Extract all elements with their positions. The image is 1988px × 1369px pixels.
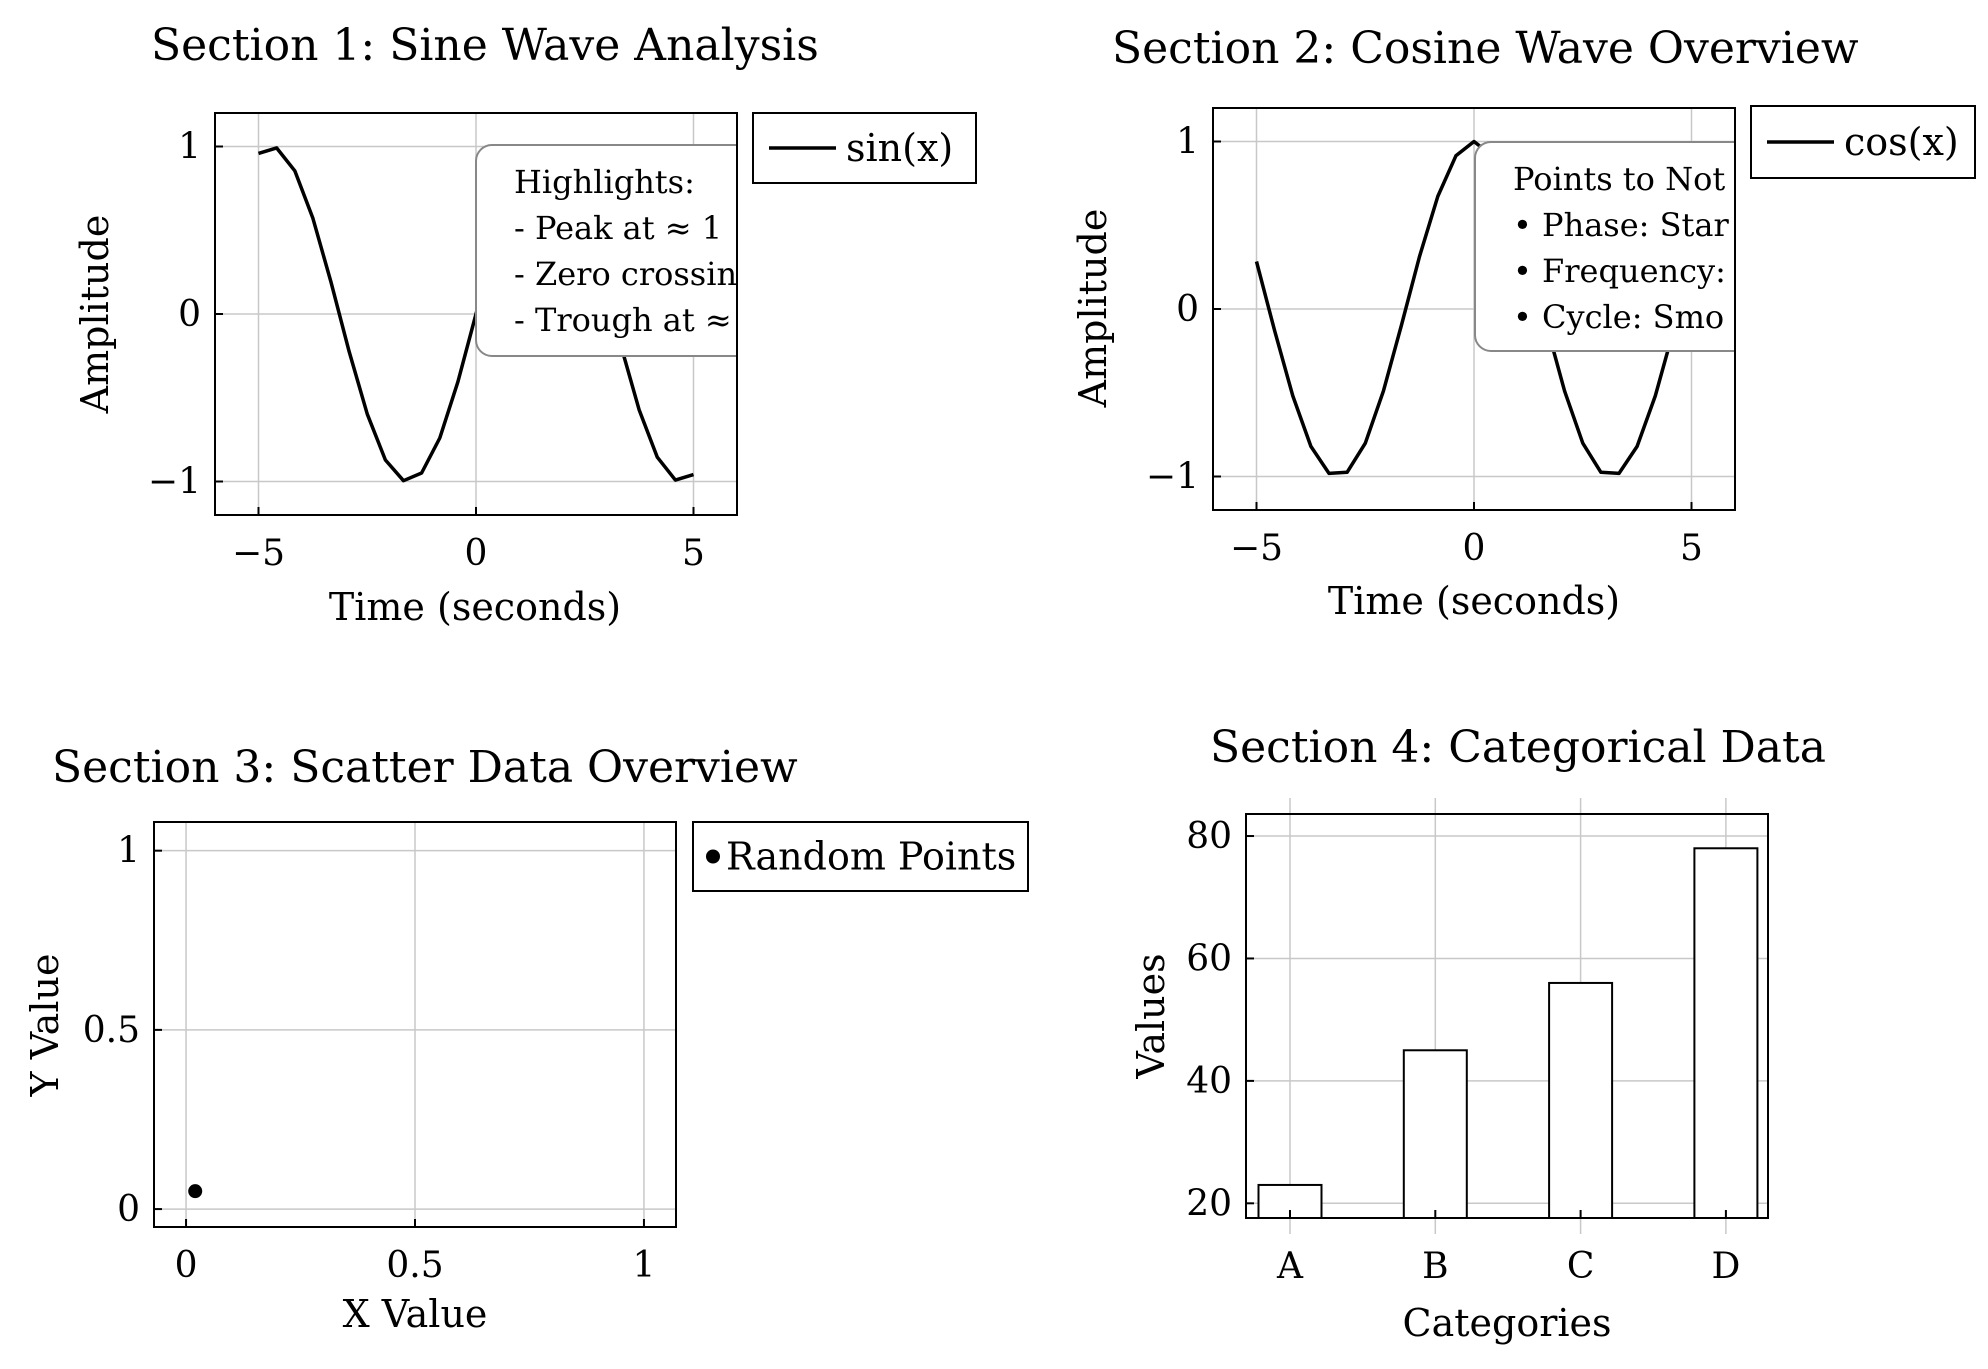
x-tick-label: B (1422, 1246, 1448, 1287)
annotation-box: Highlights: - Peak at ≈ 1 - Zero crossin - … (475, 144, 737, 357)
plot-frame (214, 112, 738, 516)
chart-title: Section 2: Cosine Wave Overview (1112, 23, 1859, 74)
y-tick-label: 80 (1186, 816, 1232, 857)
y-tick-label: 0 (117, 1189, 140, 1230)
annotation-line: Points to Not (1513, 160, 1725, 198)
annotation-frame (1474, 141, 1735, 352)
y-tick-label: −1 (148, 462, 201, 503)
legend-frame (692, 821, 1029, 892)
x-tick-label: −5 (232, 533, 285, 574)
y-axis-label: Values (1129, 953, 1173, 1079)
x-tick-label: 0 (1463, 528, 1486, 569)
x-axis-label: Categories (1403, 1301, 1612, 1345)
y-tick-label: 60 (1186, 938, 1232, 979)
legend-dot-swatch (706, 849, 720, 864)
annotation-frame (475, 144, 737, 357)
series-line-cos (1254, 139, 1694, 476)
x-tick-label: 5 (1680, 528, 1703, 569)
y-tick-label: 20 (1186, 1183, 1232, 1224)
legend: sin(x) (752, 112, 977, 184)
bar-C (1548, 981, 1614, 1219)
annotation-box: Points to Not • Phase: Star • Frequency: • … (1474, 141, 1735, 352)
annotation-line: - Peak at ≈ 1 (514, 209, 722, 247)
annotation-line: - Zero crossin (514, 255, 737, 293)
y-axis-label: Amplitude (73, 215, 117, 415)
x-axis-label: Time (seconds) (1328, 579, 1620, 623)
x-tick-label: 1 (632, 1245, 655, 1286)
annotation-line: • Phase: Star (1513, 206, 1729, 244)
y-tick-label: 0.5 (83, 1010, 140, 1051)
x-tick-label: C (1567, 1246, 1595, 1287)
y-tick-label: 1 (178, 127, 201, 168)
legend-label: sin(x) (846, 126, 953, 170)
x-tick-label: A (1276, 1246, 1304, 1287)
y-tick-label: 0 (1176, 289, 1199, 330)
x-tick-label: D (1711, 1246, 1740, 1287)
chart-panel-2: −5 0 5 −1 0 1 Points to Not • Phase: Star • Freq… (1071, 23, 1976, 623)
x-tick-label: 0.5 (386, 1245, 443, 1286)
annotation-line: Highlights: (514, 163, 695, 201)
chart-title: Section 1: Sine Wave Analysis (151, 20, 819, 71)
x-tick-label: 5 (682, 533, 705, 574)
annotation-line: • Frequency: (1513, 252, 1726, 290)
y-axis-label: Amplitude (1071, 209, 1115, 409)
plot-frame (1212, 107, 1736, 511)
y-tick-label: −1 (1146, 457, 1199, 498)
y-tick-label: 1 (117, 831, 140, 872)
legend-label: cos(x) (1844, 120, 1959, 164)
bar-D (1693, 847, 1759, 1220)
legend: cos(x) (1750, 105, 1976, 179)
legend-label: Random Points (726, 835, 1016, 879)
x-axis-label: X Value (343, 1292, 488, 1336)
chart-panel-4: A B C D 20 40 60 80 Section 4: Categorical Data C… (1129, 722, 1826, 1345)
y-axis-label: Y Value (23, 954, 67, 1098)
plot-frame (1245, 813, 1769, 1219)
x-tick-label: 0 (175, 1245, 198, 1286)
y-tick-label: 0 (178, 294, 201, 335)
x-tick-label: −5 (1230, 528, 1283, 569)
chart-panel-3: 0 0.5 1 0 0.5 1 Section 3: Scatter Data Overvi… (23, 742, 1029, 1336)
annotation-line: • Cycle: Smo (1513, 298, 1724, 336)
scatter-point (188, 1184, 203, 1199)
chart-title: Section 3: Scatter Data Overview (52, 742, 798, 793)
chart-panel-1: −5 0 5 −1 0 1 Highlights: - Peak at ≈ 1 - Zero c… (73, 20, 977, 629)
y-tick-label: 1 (1176, 122, 1199, 163)
x-axis-label: Time (seconds) (329, 585, 621, 629)
chart-title: Section 4: Categorical Data (1210, 722, 1826, 773)
y-tick-label: 40 (1186, 1061, 1232, 1102)
bar-B (1402, 1049, 1468, 1220)
annotation-line: - Trough at ≈ (514, 301, 732, 339)
plot-frame (153, 821, 677, 1228)
legend: Random Points (692, 821, 1029, 892)
x-tick-label: 0 (465, 533, 488, 574)
